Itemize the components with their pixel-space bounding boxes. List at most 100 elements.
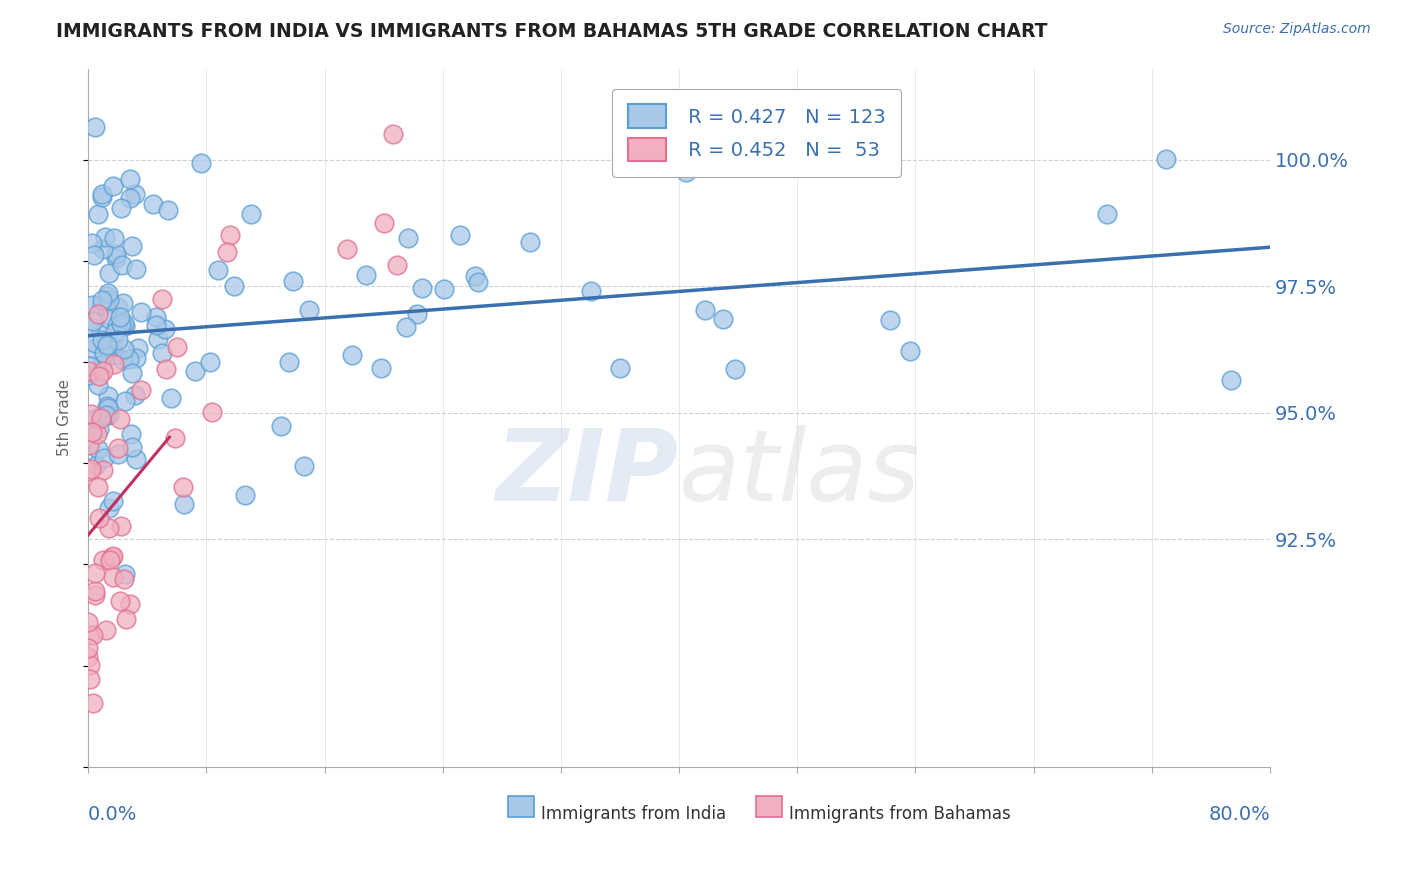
Point	[112, 352, 135, 367]
Point	[207, 262, 229, 277]
Point	[86, 426, 108, 441]
Point	[159, 391, 181, 405]
Point	[157, 202, 180, 217]
Point	[91, 553, 114, 567]
Point	[90, 324, 112, 338]
Point	[91, 187, 114, 202]
Point	[98, 500, 121, 515]
Point	[270, 419, 292, 434]
Point	[1220, 373, 1243, 387]
Point	[146, 332, 169, 346]
Point	[449, 228, 471, 243]
Point	[87, 368, 110, 383]
Point	[98, 266, 121, 280]
Point	[107, 447, 129, 461]
Point	[145, 310, 167, 324]
Point	[467, 275, 489, 289]
Point	[77, 364, 100, 378]
Point	[121, 440, 143, 454]
Y-axis label: 5th Grade: 5th Grade	[58, 379, 72, 456]
Point	[396, 230, 419, 244]
Point	[129, 384, 152, 398]
Point	[98, 408, 121, 422]
Point	[80, 461, 103, 475]
Point	[200, 354, 222, 368]
Point	[94, 623, 117, 637]
Point	[406, 307, 429, 321]
Point	[84, 458, 107, 472]
Point	[1095, 207, 1118, 221]
Point	[87, 307, 110, 321]
Point	[80, 407, 103, 421]
Point	[724, 361, 747, 376]
Text: 0.0%: 0.0%	[89, 805, 138, 824]
Point	[108, 412, 131, 426]
Point	[96, 338, 118, 352]
Point	[581, 285, 603, 299]
Point	[340, 347, 363, 361]
Point	[105, 318, 128, 332]
Text: Immigrants from Bahamas: Immigrants from Bahamas	[789, 805, 1011, 823]
Point	[145, 318, 167, 333]
Point	[91, 463, 114, 477]
Point	[90, 293, 112, 308]
Point	[104, 348, 127, 362]
Point	[118, 598, 141, 612]
Point	[80, 424, 103, 438]
Point	[298, 303, 321, 318]
Point	[172, 480, 194, 494]
Point	[87, 480, 110, 494]
Point	[150, 292, 173, 306]
Point	[98, 521, 121, 535]
Point	[98, 553, 121, 567]
Point	[77, 438, 100, 452]
Point	[695, 302, 717, 317]
Point	[101, 549, 124, 564]
Point	[855, 145, 877, 160]
Text: Source: ZipAtlas.com: Source: ZipAtlas.com	[1223, 22, 1371, 37]
Point	[103, 494, 125, 508]
Point	[79, 673, 101, 687]
Point	[118, 171, 141, 186]
Point	[395, 319, 418, 334]
Point	[90, 299, 112, 313]
Point	[91, 359, 114, 373]
Point	[87, 442, 110, 457]
Point	[93, 346, 115, 360]
Point	[82, 425, 104, 439]
Point	[77, 368, 100, 382]
Point	[155, 362, 177, 376]
Point	[107, 300, 129, 314]
Point	[91, 242, 114, 256]
Point	[80, 235, 103, 250]
Point	[283, 274, 305, 288]
Point	[711, 312, 734, 326]
Point	[201, 405, 224, 419]
Point	[77, 464, 100, 478]
Point	[97, 389, 120, 403]
Point	[83, 588, 105, 602]
Point	[125, 451, 148, 466]
Point	[163, 431, 186, 445]
Point	[356, 268, 378, 283]
Point	[124, 388, 146, 402]
Point	[125, 351, 148, 366]
Point	[101, 570, 124, 584]
Point	[120, 191, 142, 205]
Point	[114, 393, 136, 408]
Point	[1156, 152, 1178, 166]
Point	[90, 410, 112, 425]
Point	[127, 341, 149, 355]
Point	[93, 230, 115, 244]
Point	[105, 247, 128, 261]
Point	[79, 658, 101, 673]
Point	[111, 296, 134, 310]
Point	[84, 120, 107, 134]
Point	[101, 178, 124, 193]
Point	[103, 231, 125, 245]
Point	[93, 450, 115, 465]
Point	[77, 615, 100, 630]
Point	[82, 314, 104, 328]
Point	[382, 128, 405, 142]
Point	[112, 572, 135, 586]
